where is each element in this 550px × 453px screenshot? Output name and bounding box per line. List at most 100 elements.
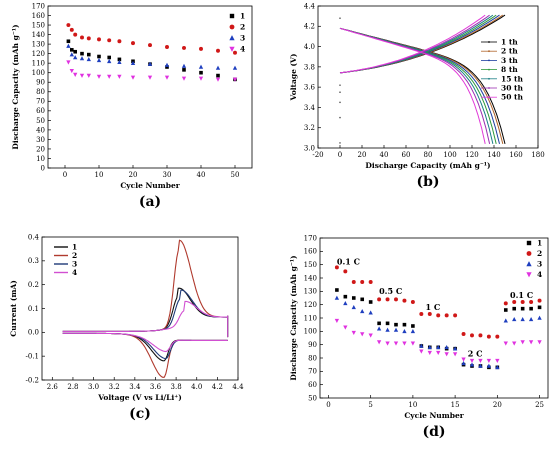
data-point xyxy=(181,63,187,68)
x-tick-label: 50 xyxy=(231,171,240,179)
data-point xyxy=(368,310,373,315)
data-point xyxy=(469,358,475,364)
x-tick-label: 4.2 xyxy=(212,383,223,391)
legend-label: 3 xyxy=(240,34,245,43)
y-tick-label: 0.3 xyxy=(28,257,39,265)
legend-label: 1 th xyxy=(501,38,518,47)
data-point xyxy=(402,328,407,334)
data-point xyxy=(73,32,78,37)
panel-label: (d) xyxy=(422,424,445,440)
data-point xyxy=(215,77,221,82)
c-rate-annotation: 0.1 C xyxy=(337,257,360,267)
x-tick-label: 3.0 xyxy=(88,383,99,391)
x-tick-label: 80 xyxy=(424,151,433,159)
data-point xyxy=(343,300,348,306)
data-point xyxy=(73,49,77,54)
data-point xyxy=(444,344,449,350)
data-point xyxy=(164,62,170,67)
data-point xyxy=(79,56,85,61)
y-tick-label: 160 xyxy=(304,248,317,256)
data-point xyxy=(334,318,340,324)
charge-curve xyxy=(339,14,486,74)
data-point xyxy=(165,44,169,49)
x-axis-label: Cycle Number xyxy=(120,181,180,190)
data-point xyxy=(198,64,204,69)
data-point xyxy=(402,341,407,346)
y-tick-label: 3.2 xyxy=(304,124,315,132)
x-tick-label: 3.2 xyxy=(109,383,120,391)
charge-curve xyxy=(339,14,500,74)
data-point xyxy=(117,39,122,44)
data-point xyxy=(436,350,441,356)
data-point xyxy=(427,312,432,316)
data-point xyxy=(376,340,382,345)
y-tick-label: 60 xyxy=(308,381,317,389)
x-tick-label: 20 xyxy=(358,151,367,159)
data-point xyxy=(360,280,365,284)
x-tick-label: 4.4 xyxy=(232,383,244,391)
data-point xyxy=(334,265,339,270)
data-point xyxy=(503,308,508,312)
x-tick-label: 10 xyxy=(408,401,417,409)
data-point xyxy=(461,332,466,336)
x-tick-label: 120 xyxy=(465,151,478,159)
data-point xyxy=(495,364,500,370)
x-tick-label: 180 xyxy=(531,151,544,159)
data-point xyxy=(198,76,204,81)
data-point xyxy=(419,349,424,354)
legend-label: 8 th xyxy=(501,65,518,74)
initial-point xyxy=(339,116,341,119)
y-tick-label: 160 xyxy=(32,12,45,20)
y-tick-label: 3.6 xyxy=(304,84,316,92)
y-axis-label: Discharge Capacity (mAh g⁻¹) xyxy=(289,255,298,380)
data-point xyxy=(97,37,101,42)
y-tick-label: 4.0 xyxy=(304,43,315,51)
data-point xyxy=(529,300,534,304)
data-point xyxy=(351,296,356,300)
data-point xyxy=(512,341,517,346)
y-tick-label: 10 xyxy=(36,155,45,163)
legend-label: 3 xyxy=(537,260,542,269)
y-tick-label: 120 xyxy=(32,50,45,58)
data-point xyxy=(394,322,398,327)
data-point xyxy=(66,39,71,44)
data-point xyxy=(427,344,432,350)
data-point xyxy=(393,327,399,332)
data-point xyxy=(69,27,74,32)
initial-point xyxy=(339,17,341,19)
y-tick-label: 100 xyxy=(32,69,45,77)
x-tick-label: 0 xyxy=(63,171,67,179)
data-point xyxy=(351,280,356,284)
y-tick-label: 110 xyxy=(304,314,317,322)
data-point xyxy=(107,55,111,60)
y-axis-label: Discharge Capacity (mAh g⁻¹) xyxy=(11,24,20,149)
data-point xyxy=(461,360,466,366)
legend-label: 2 xyxy=(537,249,542,258)
data-point xyxy=(215,65,221,70)
data-point xyxy=(147,61,153,66)
data-point xyxy=(402,298,407,303)
data-point xyxy=(436,344,441,350)
data-point xyxy=(526,240,532,246)
data-point xyxy=(164,75,170,80)
x-tick-label: 140 xyxy=(487,151,500,159)
panel-b: -20 0 20 40 60 80 100 120 140 160 180 3.0 3.2 3.4 3.6 3… xyxy=(289,2,545,190)
data-point xyxy=(229,13,235,19)
data-point xyxy=(69,52,74,57)
data-point xyxy=(80,35,84,40)
data-point xyxy=(478,333,483,338)
data-point xyxy=(360,297,365,302)
x-tick-label: 25 xyxy=(535,401,544,409)
data-point xyxy=(526,261,532,267)
x-tick-label: 2.8 xyxy=(67,383,78,391)
data-point xyxy=(385,321,390,326)
data-point xyxy=(410,341,416,346)
y-tick-label: 4.2 xyxy=(304,23,315,31)
x-tick-label: 20 xyxy=(493,401,502,409)
discharge-curve xyxy=(339,27,506,145)
data-point xyxy=(131,41,135,46)
x-tick-label: 100 xyxy=(443,151,456,159)
data-point xyxy=(216,73,220,78)
data-point xyxy=(503,341,508,346)
x-tick-label: 0 xyxy=(338,151,342,159)
